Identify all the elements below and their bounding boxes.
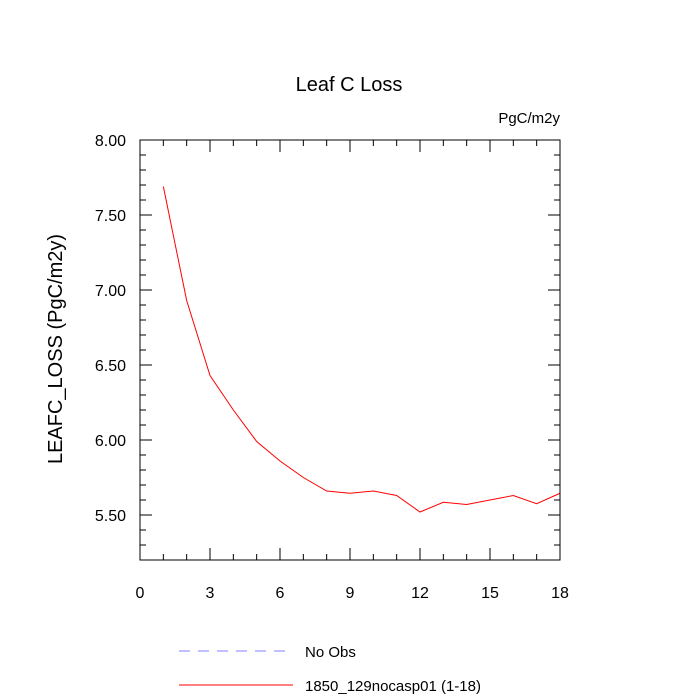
chart-title: Leaf C Loss	[296, 74, 403, 96]
y-axis-label: LEAFC_LOSS (PgC/m2y)	[45, 234, 67, 464]
x-tick-label: 6	[276, 585, 285, 602]
y-tick-label: 5.50	[95, 508, 126, 525]
units-label: PgC/m2y	[498, 110, 560, 127]
y-tick-label: 8.00	[95, 133, 126, 150]
y-tick-label: 6.50	[95, 358, 126, 375]
x-tick-label: 18	[551, 585, 569, 602]
legend: No Obs 1850_129nocasp01 (1-18)	[179, 644, 481, 695]
legend-label-run: 1850_129nocasp01 (1-18)	[305, 678, 481, 695]
x-tick-label: 9	[346, 585, 355, 602]
y-tick-label: 6.00	[95, 433, 126, 450]
y-tick-label: 7.00	[95, 283, 126, 300]
x-tick-label: 0	[136, 585, 145, 602]
series-line-1	[162, 186, 561, 513]
x-tick-label: 3	[206, 585, 215, 602]
x-axis-ticks: 0 3 6 9 12 15 18	[136, 140, 569, 602]
plot-frame	[139, 139, 561, 561]
x-tick-label: 15	[481, 585, 499, 602]
x-tick-label: 12	[411, 585, 429, 602]
legend-label-no-obs: No Obs	[305, 644, 356, 661]
series-lines	[162, 186, 561, 513]
y-axis-ticks: 5.50 6.00 6.50 7.00 7.50 8.00	[95, 133, 560, 561]
y-tick-label: 7.50	[95, 208, 126, 225]
